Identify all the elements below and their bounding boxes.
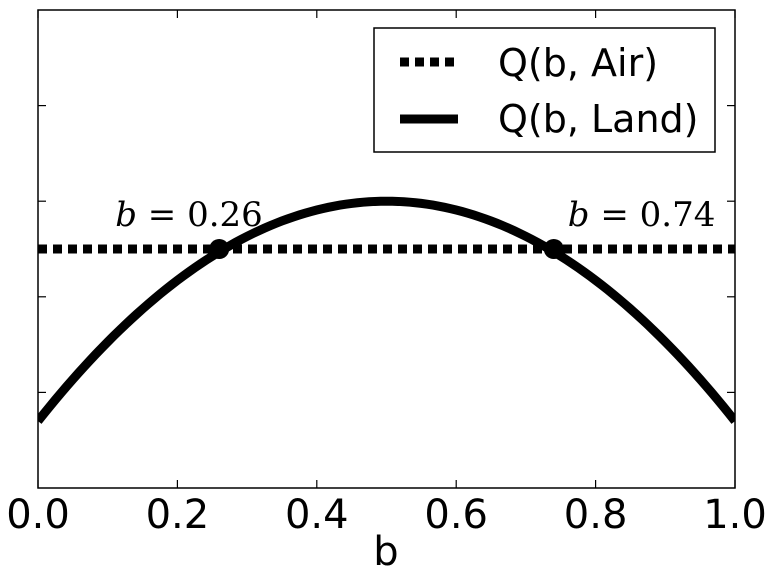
x-tick-label: 0.0: [6, 492, 70, 538]
x-tick-label: 1.0: [703, 492, 767, 538]
legend-label-land: Q(b, Land): [498, 97, 699, 141]
x-tick-label: 0.2: [146, 492, 210, 538]
x-axis-label: b: [373, 529, 398, 573]
intersection-point: [543, 239, 564, 259]
x-tick-label: 0.4: [285, 492, 349, 538]
x-tick-label: 0.8: [564, 492, 628, 538]
legend: Q(b, Air) Q(b, Land): [373, 27, 716, 153]
legend-box: [373, 27, 716, 153]
intersection-annotation: b = 0.26: [115, 195, 263, 235]
intersection-annotation: b = 0.74: [568, 195, 716, 235]
series-line-land: [38, 196, 735, 424]
legend-label-air: Q(b, Air): [498, 41, 658, 85]
intersection-point: [209, 239, 230, 259]
x-tick-label: 0.6: [424, 492, 488, 538]
